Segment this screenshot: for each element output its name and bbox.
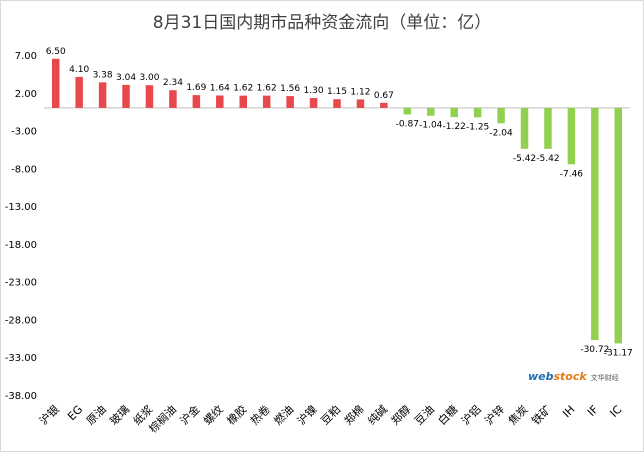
y-tick-label: -13.00 [5, 202, 37, 213]
bar [567, 107, 576, 165]
bar [450, 107, 458, 118]
category-label: 沪镍 [294, 402, 319, 427]
bar [169, 90, 177, 108]
watermark-logo: webstock 文华财经 [528, 370, 619, 384]
category-label: IF [585, 403, 601, 419]
category-label: 原油 [83, 402, 108, 427]
bar [309, 98, 318, 108]
y-tick-label: -38.00 [5, 391, 37, 402]
category-label: 豆油 [411, 402, 436, 427]
category-label: EG [65, 403, 85, 423]
data-label: 3.00 [139, 73, 159, 83]
bar [216, 95, 224, 108]
category-label: 沪锌 [482, 402, 507, 427]
bar [333, 99, 341, 108]
category-label: 郑棉 [341, 402, 366, 427]
bar [98, 82, 107, 108]
data-label: -1.04 [419, 121, 443, 131]
bar [544, 107, 552, 149]
data-label: 0.67 [374, 91, 394, 101]
category-label: 橡胶 [224, 402, 249, 427]
data-label: -5.42 [513, 154, 536, 164]
data-label: -2.04 [489, 128, 513, 138]
data-label: 1.12 [350, 87, 370, 97]
data-label: -30.72 [580, 345, 609, 355]
logo-stock-text: stock [553, 370, 587, 383]
bar [380, 102, 388, 108]
bar [239, 95, 247, 108]
category-label: 白糖 [435, 402, 460, 427]
bar [614, 107, 623, 344]
category-label: 豆粕 [318, 402, 343, 427]
data-label: -0.87 [396, 119, 419, 129]
y-tick-label: 7.00 [15, 51, 37, 62]
bar [473, 107, 482, 118]
bar [591, 107, 599, 340]
data-label: -1.22 [443, 122, 466, 132]
category-label: 焦炭 [506, 403, 531, 428]
y-tick-label: -18.00 [5, 240, 37, 251]
category-label: 棕榈油 [146, 402, 179, 435]
category-label: 沪银 [36, 402, 61, 427]
bar [356, 99, 365, 108]
bar [122, 84, 130, 108]
category-label: 郑醇 [388, 402, 413, 427]
category-label: 沪金 [177, 402, 202, 427]
bar [262, 95, 271, 108]
category-label: IC [607, 403, 624, 420]
category-label: 螺纹 [200, 402, 225, 427]
data-label: 1.64 [210, 83, 230, 93]
data-label: 2.34 [163, 78, 183, 88]
category-label: 铁矿 [529, 403, 554, 428]
data-label: 1.30 [304, 86, 324, 96]
data-label: 1.56 [280, 84, 300, 94]
data-label: -1.25 [466, 122, 489, 132]
y-tick-label: -8.00 [11, 164, 37, 175]
bar [192, 95, 201, 108]
data-label: 6.50 [46, 47, 66, 57]
data-label: 3.04 [116, 73, 136, 83]
data-label: -31.17 [604, 348, 633, 358]
data-label: 4.10 [69, 65, 89, 75]
data-label: -5.42 [536, 154, 559, 164]
logo-web-text: web [528, 370, 554, 383]
data-label: -7.46 [560, 169, 584, 179]
data-label: 1.62 [233, 84, 253, 94]
bar [145, 85, 154, 108]
category-label: 纯碱 [365, 403, 390, 428]
y-tick-label: -3.00 [11, 127, 37, 138]
bar [286, 96, 294, 108]
y-tick-label: 2.00 [15, 89, 37, 100]
bar [520, 107, 529, 149]
category-label: 玻璃 [107, 402, 132, 427]
category-label: 沪铝 [458, 402, 483, 427]
data-label: 1.62 [257, 84, 277, 94]
bar [75, 76, 83, 108]
y-tick-label: -33.00 [5, 353, 37, 364]
category-label: 燃油 [271, 402, 296, 427]
y-tick-label: -23.00 [5, 278, 37, 289]
category-label: IH [560, 403, 577, 420]
bar [497, 107, 505, 124]
chart-title: 8月31日国内期市品种资金流向（单位：亿） [152, 13, 492, 33]
bar [427, 107, 435, 116]
logo-cn-text: 文华财经 [590, 374, 619, 382]
category-label: 热卷 [247, 402, 272, 427]
bar [51, 58, 60, 108]
data-label: 1.15 [327, 87, 347, 97]
y-tick-label: -28.00 [5, 315, 37, 326]
bar [403, 107, 412, 115]
data-label: 3.38 [93, 70, 113, 80]
data-label: 1.69 [186, 83, 206, 93]
